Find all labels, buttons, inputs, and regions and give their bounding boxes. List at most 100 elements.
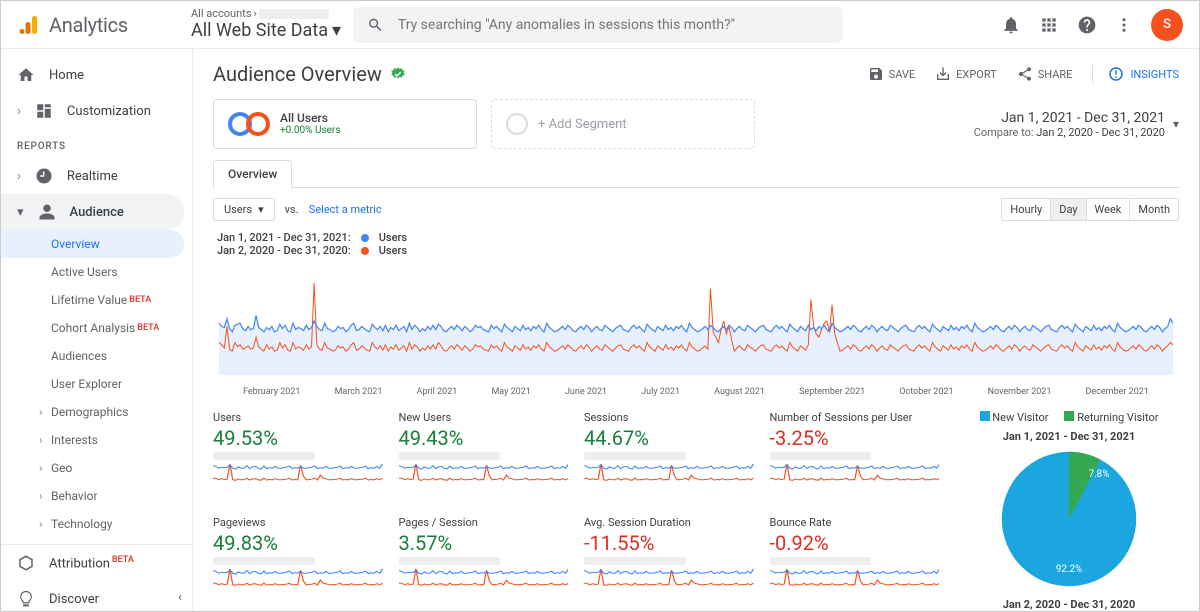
sidebar-item-customization[interactable]: › Customization — [1, 93, 192, 129]
metric-label: Bounce Rate — [770, 516, 940, 529]
redacted-detail — [399, 452, 501, 460]
metric-label: Users — [213, 411, 383, 424]
chart-legend: Jan 1, 2021 - Dec 31, 2021: Users Jan 2,… — [193, 231, 1199, 261]
sidebar-sub-audiences[interactable]: Audiences — [1, 342, 192, 370]
metric-label: New Users — [399, 411, 569, 424]
sidebar-item-realtime[interactable]: › Realtime — [1, 158, 192, 194]
search-input[interactable] — [398, 17, 829, 33]
sidebar-sub-demographics[interactable]: Demographics — [1, 398, 192, 426]
sidebar-sub-technology[interactable]: Technology — [1, 510, 192, 538]
metric-label: Sessions — [584, 411, 754, 424]
sidebar-item-audience[interactable]: ▾ Audience — [1, 194, 184, 230]
visitor-pie-chart: 7.8% 92.2% — [999, 449, 1139, 589]
metric-label: Number of Sessions per User — [770, 411, 940, 424]
pie-legend: New Visitor Returning Visitor — [959, 411, 1179, 424]
svg-text:92.2%: 92.2% — [1056, 564, 1082, 575]
sparkline — [770, 462, 940, 488]
sidebar-sub-behavior[interactable]: Behavior — [1, 482, 192, 510]
sidebar-label: Realtime — [67, 169, 118, 184]
metric-card[interactable]: Number of Sessions per User -3.25% — [770, 411, 940, 506]
metric-card[interactable]: Pages / Session 3.57% — [399, 516, 569, 611]
search-bar[interactable] — [353, 7, 843, 43]
metric-card[interactable]: New Users 49.43% — [399, 411, 569, 506]
bell-icon[interactable] — [1001, 15, 1021, 35]
redacted-detail — [770, 557, 872, 565]
metric-card[interactable]: Pageviews 49.83% — [213, 516, 383, 611]
pie-title-current: Jan 1, 2021 - Dec 31, 2021 — [959, 430, 1179, 443]
person-icon — [38, 203, 56, 221]
save-button[interactable]: SAVE — [868, 66, 916, 82]
chart-x-axis: February 2021March 2021April 2021May 202… — [213, 385, 1179, 405]
gran-day[interactable]: Day — [1051, 199, 1086, 220]
sidebar-label: Discover — [49, 592, 99, 607]
gran-week[interactable]: Week — [1087, 199, 1131, 220]
primary-metric-dropdown[interactable]: Users▾ — [213, 198, 275, 221]
export-icon — [935, 66, 951, 82]
sidebar-sub-interests[interactable]: Interests — [1, 426, 192, 454]
redacted-detail — [399, 557, 501, 565]
metric-card[interactable]: Bounce Rate -0.92% — [770, 516, 940, 611]
search-icon — [367, 16, 384, 34]
logo-block: Analytics — [17, 13, 191, 37]
dashboard-icon — [35, 102, 53, 120]
redacted-detail — [213, 557, 315, 565]
main-content: Audience Overview SAVE EXPORT SHARE INSI… — [193, 49, 1199, 611]
sidebar-sub-geo[interactable]: Geo — [1, 454, 192, 482]
date-range-selector[interactable]: Jan 1, 2021 - Dec 31, 2021 Compare to: J… — [974, 110, 1179, 139]
pie-title-previous: Jan 2, 2020 - Dec 31, 2020 — [959, 598, 1179, 611]
share-icon — [1017, 66, 1033, 82]
sidebar-sub-active-users[interactable]: Active Users — [1, 258, 192, 286]
breadcrumb-top: All accounts — [191, 7, 251, 20]
metric-value: 49.53% — [213, 426, 383, 450]
sparkline — [584, 567, 754, 593]
metric-label: Pageviews — [213, 516, 383, 529]
sidebar-sub-lifetime-value[interactable]: Lifetime ValueBETA — [1, 286, 192, 314]
insights-button[interactable]: INSIGHTS — [1092, 65, 1179, 83]
sidebar-sub-overview[interactable]: Overview — [1, 230, 184, 258]
gran-month[interactable]: Month — [1130, 199, 1178, 220]
sparkline — [399, 567, 569, 593]
add-segment-button[interactable]: + Add Segment — [491, 99, 755, 149]
help-icon[interactable] — [1077, 15, 1097, 35]
svg-text:7.8%: 7.8% — [1089, 469, 1110, 480]
metric-label: Avg. Session Duration — [584, 516, 754, 529]
chevron-down-icon: ▾ — [1173, 117, 1179, 131]
chevron-down-icon: ▾ — [258, 203, 264, 216]
collapse-sidebar-button[interactable]: ‹ — [178, 590, 182, 605]
metric-value: 44.67% — [584, 426, 754, 450]
granularity-toggle: Hourly Day Week Month — [1001, 198, 1179, 221]
apps-icon[interactable] — [1039, 15, 1059, 35]
export-button[interactable]: EXPORT — [935, 66, 997, 82]
tab-overview[interactable]: Overview — [213, 160, 292, 188]
redacted-detail — [770, 452, 872, 460]
page-title: Audience Overview — [213, 62, 406, 86]
sidebar-label: Customization — [67, 104, 151, 119]
metric-card[interactable]: Sessions 44.67% — [584, 411, 754, 506]
redacted-detail — [213, 452, 315, 460]
user-avatar[interactable]: S — [1151, 9, 1183, 41]
segment-all-users[interactable]: All Users +0.00% Users — [213, 99, 477, 149]
gran-hourly[interactable]: Hourly — [1002, 199, 1051, 220]
more-vert-icon[interactable] — [1115, 16, 1133, 34]
redacted-property — [259, 9, 329, 19]
sidebar-item-attribution[interactable]: AttributionBETA — [1, 545, 192, 581]
topbar: Analytics All accounts › All Web Site Da… — [1, 1, 1199, 49]
account-selector[interactable]: All accounts › All Web Site Data▾ — [191, 7, 341, 42]
top-icons: S — [1001, 9, 1183, 41]
metric-card[interactable]: Avg. Session Duration -11.55% — [584, 516, 754, 611]
chevron-down-icon: ▾ — [332, 20, 341, 42]
sparkline — [770, 567, 940, 593]
metric-card[interactable]: Users 49.53% — [213, 411, 383, 506]
home-icon — [17, 66, 35, 84]
sidebar-sub-user-explorer[interactable]: User Explorer — [1, 370, 192, 398]
sidebar-item-home[interactable]: Home — [1, 57, 192, 93]
share-button[interactable]: SHARE — [1017, 66, 1073, 82]
sparkline — [399, 462, 569, 488]
select-metric-link[interactable]: Select a metric — [309, 203, 382, 216]
metric-value: -11.55% — [584, 531, 754, 555]
users-chart — [213, 261, 1179, 381]
sidebar-sub-cohort[interactable]: Cohort AnalysisBETA — [1, 314, 192, 342]
sidebar-item-discover[interactable]: Discover — [1, 581, 192, 611]
metric-value: 3.57% — [399, 531, 569, 555]
brand-text: Analytics — [49, 13, 128, 37]
